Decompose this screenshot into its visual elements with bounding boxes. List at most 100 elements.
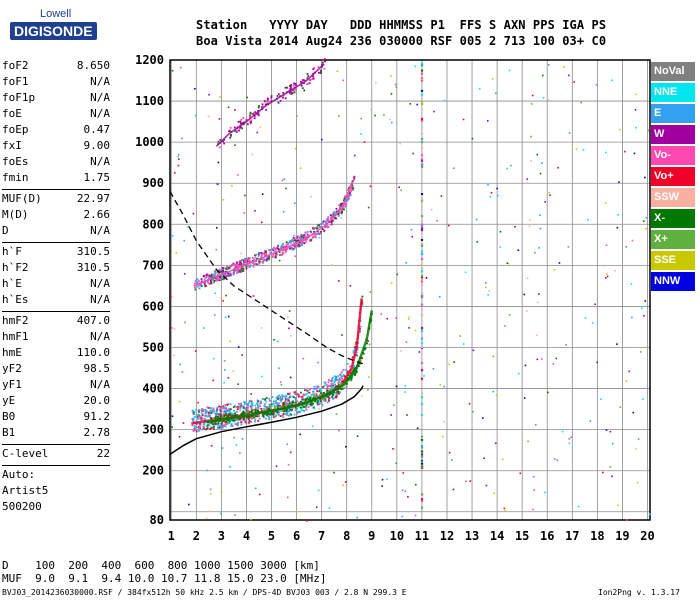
echo-point [285,241,288,244]
echo-point [323,381,326,384]
echo-point [204,408,207,411]
echo-point [291,395,294,398]
noise-echo [412,152,415,155]
echo-point [193,282,196,285]
echo-point [196,413,199,416]
echo-point [318,226,321,228]
echo-point [288,397,291,399]
noise-echo [389,118,391,121]
param-row: foE N/A [2,106,110,122]
noise-echo [390,93,393,95]
echo-point [191,418,194,420]
echo-point [267,415,270,418]
echo-point [204,415,207,417]
y-tick-label: 80 [150,513,164,527]
param-row: hmE 110.0 [2,345,110,361]
echo-point [223,424,226,426]
echo-point [229,408,232,411]
echo-point [207,406,210,409]
echo-point [223,277,225,280]
echo-point [216,427,219,430]
noise-echo [368,376,370,378]
echo-point [314,400,316,403]
echo-point [303,234,306,237]
echo-point [233,404,236,407]
param-name: foF2 [2,59,29,72]
echo-point [231,425,234,427]
legend-item-ssw: SSW [651,188,695,207]
echo-point [196,416,199,418]
echo-point [314,387,316,390]
echo-point [223,138,226,141]
noise-echo [171,415,174,418]
echo-point [266,101,269,103]
echo-point [264,249,266,252]
noise-echo [177,155,179,158]
interference-echo [420,330,424,333]
param-name: MUF(D) [2,192,42,205]
noise-echo [206,469,209,472]
echo-point [258,262,261,265]
noise-echo [519,472,522,475]
echo-point [301,79,304,81]
echo-point [219,276,221,279]
echo-point [247,264,250,267]
echo-point [305,404,308,407]
echo-point [251,417,254,420]
echo-point [288,392,291,395]
noise-echo [285,187,287,190]
interference-echo [420,438,424,441]
noise-echo [235,444,238,446]
echo-point [294,246,296,249]
noise-echo [604,277,607,279]
interference-echo [420,137,424,140]
echo-point [305,408,308,411]
echo-point [244,419,247,422]
echo-point [218,268,221,271]
noise-echo [485,286,487,289]
echo-point [215,410,218,413]
echo-point [262,260,265,263]
echo-point [248,420,251,422]
noise-echo [508,314,511,316]
noise-echo [278,259,281,262]
echo-point [248,257,251,259]
noise-echo [170,295,172,298]
noise-echo [568,132,571,134]
echo-point [265,259,268,261]
echo-point [264,405,267,408]
echo-point [350,377,353,380]
echo-point [278,394,280,397]
noise-echo [530,103,533,105]
echo-point [231,419,234,422]
interference-echo [420,132,424,135]
echo-point [358,331,361,333]
noise-echo [227,377,230,379]
noise-echo [288,310,291,312]
noise-echo [619,406,622,409]
echo-point [342,373,345,376]
interference-echo [420,274,424,277]
echo-point [240,267,243,269]
echo-point [216,412,218,415]
echo-point [335,217,337,220]
echo-point [234,418,237,421]
interference-echo [420,250,424,253]
noise-echo [407,496,409,498]
noise-echo [580,101,583,104]
echo-point [327,395,330,398]
noise-echo [541,74,544,77]
echo-point [220,413,223,416]
echo-point [320,70,322,73]
echo-point [221,266,224,269]
interference-echo [420,159,424,162]
echo-point [237,268,240,271]
echo-point [250,119,253,122]
echo-point [257,112,260,115]
echo-point [217,426,219,429]
echo-point [222,420,225,422]
echo-point [206,406,209,409]
y-tick-label: 900 [142,176,164,190]
noise-echo [606,275,609,278]
echo-point [292,84,295,87]
